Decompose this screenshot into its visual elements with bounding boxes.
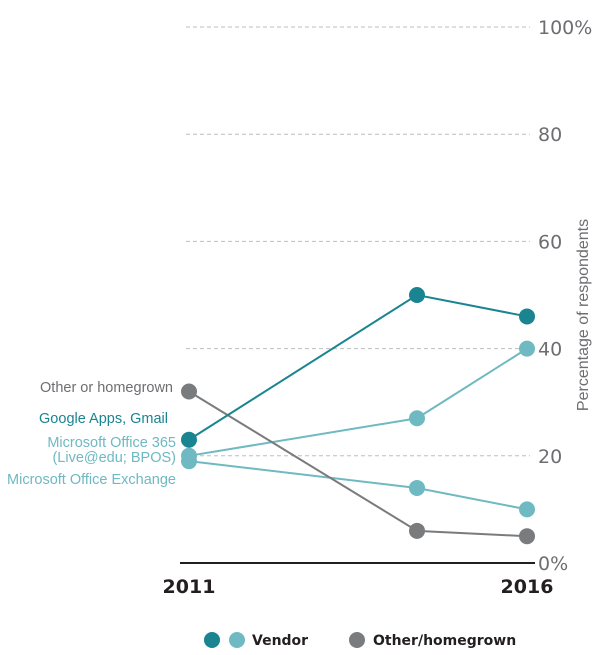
data-point-s3-2016 <box>519 501 535 518</box>
data-point-s0-2014 <box>409 522 425 539</box>
y-tick-label-60: 60 <box>538 231 562 253</box>
data-point-s2-2014 <box>409 410 425 427</box>
series-label-line: (Live@edu; BPOS) <box>52 450 176 466</box>
legend: Vendor Other/homegrown <box>204 632 516 649</box>
series-line-0 <box>188 390 528 538</box>
data-point-s0-2011 <box>181 383 197 400</box>
y-tick-label-20: 20 <box>538 446 562 468</box>
data-point-s1-2016 <box>519 308 535 325</box>
series-labels: Other or homegrown Google Apps, Gmail Micr… <box>7 380 176 488</box>
data-point-s2-2016 <box>519 340 535 357</box>
series <box>181 287 535 545</box>
series-label-1: Google Apps, Gmail <box>39 411 168 427</box>
data-point-s1-2014 <box>409 287 425 303</box>
legend-label-0: Vendor <box>252 633 308 649</box>
legend-marker-0-1 <box>229 632 245 648</box>
legend-label-1: Other/homegrown <box>373 633 516 649</box>
data-point-s1-2011 <box>181 431 197 448</box>
series-label-0: Other or homegrown <box>40 380 173 396</box>
data-point-s3-2014 <box>409 479 425 496</box>
series-line-1 <box>188 293 528 441</box>
y-tick-label-80: 80 <box>538 124 562 146</box>
y-axis-label: Percentage of respondents <box>575 219 592 411</box>
x-tick-label-2011: 2011 <box>163 576 216 598</box>
series-label-line: Microsoft Office 365 <box>47 435 176 451</box>
x-tick-label-2016: 2016 <box>501 576 554 598</box>
axes: 0% 20 40 60 80 100% 2011 2016 Percentage of resp… <box>163 17 593 598</box>
data-point-s0-2016 <box>519 528 535 545</box>
data-point-s2-2011 <box>181 447 197 464</box>
legend-marker-0-0 <box>204 632 220 648</box>
y-tick-label-0: 0% <box>538 553 568 575</box>
series-line-3 <box>188 460 528 511</box>
gridlines <box>186 26 530 457</box>
legend-marker-1-0 <box>349 632 365 648</box>
y-tick-label-40: 40 <box>538 339 562 361</box>
series-label-3: Microsoft Office Exchange <box>7 472 176 488</box>
y-tick-label-100: 100% <box>538 17 592 39</box>
series-label-2: Microsoft Office 365 (Live@edu; BPOS) <box>47 435 176 466</box>
series-line-2 <box>188 347 528 457</box>
